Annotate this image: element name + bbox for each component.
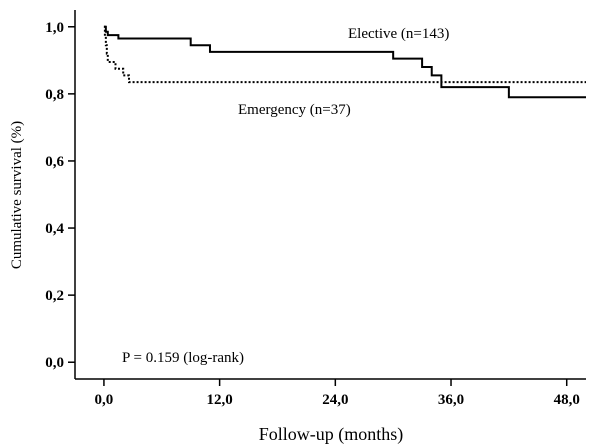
series-line-emergency xyxy=(103,25,586,84)
x-tick-label: 12,0 xyxy=(206,392,232,408)
series-label-emergency: Emergency (n=37) xyxy=(238,102,351,118)
y-tick-label: 0,8 xyxy=(45,87,64,103)
x-axis-label: Follow-up (months) xyxy=(259,424,404,445)
pvalue-annotation: P = 0.159 (log-rank) xyxy=(122,350,244,366)
x-tick-label: 0,0 xyxy=(95,392,114,408)
series-label-elective: Elective (n=143) xyxy=(348,26,449,42)
y-tick-label: 0,6 xyxy=(45,154,64,170)
x-tick-label: 24,0 xyxy=(322,392,348,408)
y-ticks: 0,0 0,2 0,4 0,6 0,8 1,0 xyxy=(45,20,75,371)
y-axis-label: Cumulative survival (%) xyxy=(9,121,25,269)
y-tick-label: 1,0 xyxy=(45,20,64,36)
y-tick-label: 0,4 xyxy=(45,221,64,237)
plot-axes xyxy=(74,10,586,380)
series-layer xyxy=(103,25,586,99)
y-tick-label: 0,0 xyxy=(45,355,64,371)
y-tick-label: 0,2 xyxy=(45,288,64,304)
x-tick-label: 48,0 xyxy=(554,392,580,408)
x-ticks: 0,0 12,0 24,0 36,0 48,0 xyxy=(95,379,580,408)
series-line-elective xyxy=(103,25,586,99)
x-tick-label: 36,0 xyxy=(438,392,464,408)
labels-layer: Follow-up (months) Cumulative survival (… xyxy=(9,26,449,445)
